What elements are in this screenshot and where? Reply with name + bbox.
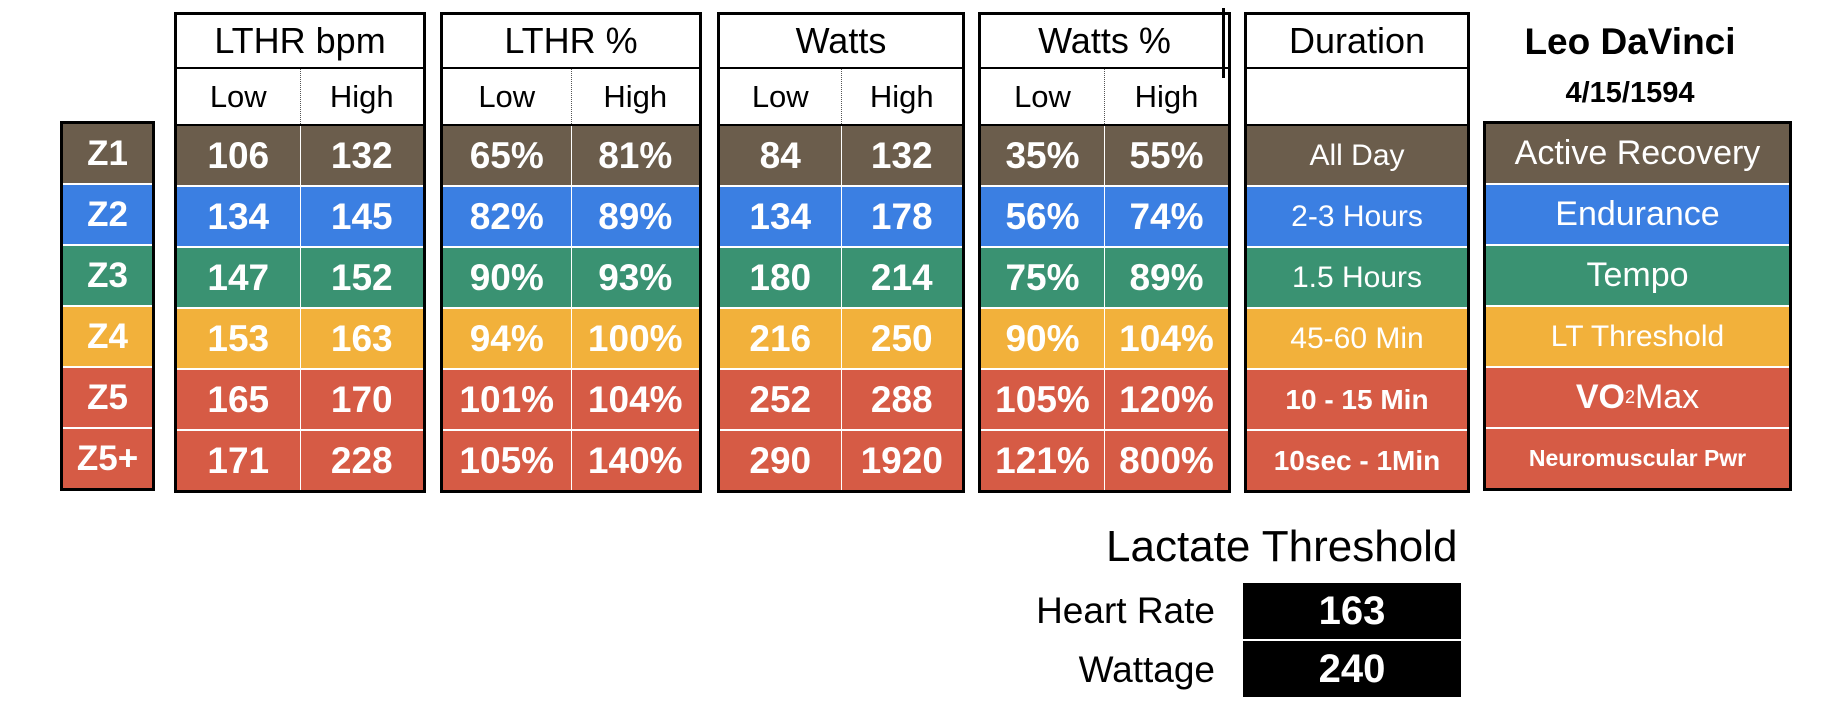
zone-label: Z2: [63, 183, 152, 244]
table-row: 101% 104%: [443, 368, 699, 429]
lthr-pct-header: LTHR %: [443, 15, 699, 69]
table-row: 134 145: [177, 185, 423, 246]
table-row: Tempo: [1486, 244, 1789, 305]
table-row: 35% 55%: [981, 126, 1228, 185]
table-row: 84 132: [720, 126, 962, 185]
table-row: 65% 81%: [443, 126, 699, 185]
table-row: 56% 74%: [981, 185, 1228, 246]
lthr-bpm-header: LTHR bpm: [177, 15, 423, 69]
watts-pct-header: Watts %: [981, 15, 1228, 69]
divider: [1222, 8, 1225, 78]
table-row: 290 1920: [720, 429, 962, 490]
table-row: 105% 140%: [443, 429, 699, 490]
table-row: 165 170: [177, 368, 423, 429]
table-row: VO 2 Max: [1486, 366, 1789, 427]
table-row: LT Threshold: [1486, 305, 1789, 366]
table-row: 94% 100%: [443, 307, 699, 368]
table-row: 90% 93%: [443, 246, 699, 307]
lthr-pct-subheader: Low High: [443, 69, 699, 126]
table-row: 153 163: [177, 307, 423, 368]
watts-pct-block: Watts % Low High 35% 55% 56% 74% 75% 89% 90%…: [978, 12, 1231, 493]
duration-block: Duration All Day 2-3 Hours 1.5 Hours 45-…: [1244, 12, 1470, 493]
table-row: 10sec - 1Min: [1247, 429, 1467, 490]
table-row: 106 132: [177, 126, 423, 185]
watts-block: Watts Low High 84 132 134 178 180 214 216 250…: [717, 12, 965, 493]
table-row: 252 288: [720, 368, 962, 429]
description-block: Active Recovery Endurance Tempo LT Thres…: [1483, 121, 1792, 491]
table-row: 171 228: [177, 429, 423, 490]
zone-column: Z1 Z2 Z3 Z4 Z5 Z5+: [60, 121, 155, 491]
duration-subheader: [1247, 69, 1467, 126]
watts-pct-subheader: Low High: [981, 69, 1228, 126]
table-row: 134 178: [720, 185, 962, 246]
table-row: Active Recovery: [1486, 124, 1789, 183]
athlete-date: 4/15/1594: [1565, 77, 1695, 109]
lthr-bpm-subheader: Low High: [177, 69, 423, 126]
athlete-info: Leo DaVinci 4/15/1594: [1470, 14, 1790, 117]
table-row: 121% 800%: [981, 429, 1228, 490]
zone-label: Z3: [63, 244, 152, 305]
wattage-value: 240: [1243, 641, 1461, 697]
wattage-label: Wattage: [1078, 649, 1215, 690]
table-row: 90% 104%: [981, 307, 1228, 368]
zone-label: Z1: [63, 124, 152, 183]
table-row: 45-60 Min: [1247, 307, 1467, 368]
lactate-title: Lactate Threshold: [1106, 522, 1458, 571]
zone-label: Z4: [63, 305, 152, 366]
heart-rate-label: Heart Rate: [1036, 590, 1215, 631]
table-row: All Day: [1247, 126, 1467, 185]
watts-subheader: Low High: [720, 69, 962, 126]
table-row: Neuromuscular Pwr: [1486, 427, 1789, 488]
heart-rate-value: 163: [1243, 583, 1461, 639]
zone-label: Z5+: [63, 427, 152, 488]
lthr-pct-block: LTHR % Low High 65% 81% 82% 89% 90% 93% 94% 1…: [440, 12, 702, 493]
table-row: 147 152: [177, 246, 423, 307]
athlete-name: Leo DaVinci: [1524, 21, 1736, 62]
table-row: 1.5 Hours: [1247, 246, 1467, 307]
zone-label: Z5: [63, 366, 152, 427]
watts-header: Watts: [720, 15, 962, 69]
table-row: 10 - 15 Min: [1247, 368, 1467, 429]
duration-header: Duration: [1247, 15, 1467, 69]
table-row: 2-3 Hours: [1247, 185, 1467, 246]
table-row: 216 250: [720, 307, 962, 368]
table-row: 105% 120%: [981, 368, 1228, 429]
table-row: 82% 89%: [443, 185, 699, 246]
table-row: 75% 89%: [981, 246, 1228, 307]
lthr-bpm-block: LTHR bpm Low High 106 132 134 145 147 152 15…: [174, 12, 426, 493]
table-row: Endurance: [1486, 183, 1789, 244]
table-row: 180 214: [720, 246, 962, 307]
